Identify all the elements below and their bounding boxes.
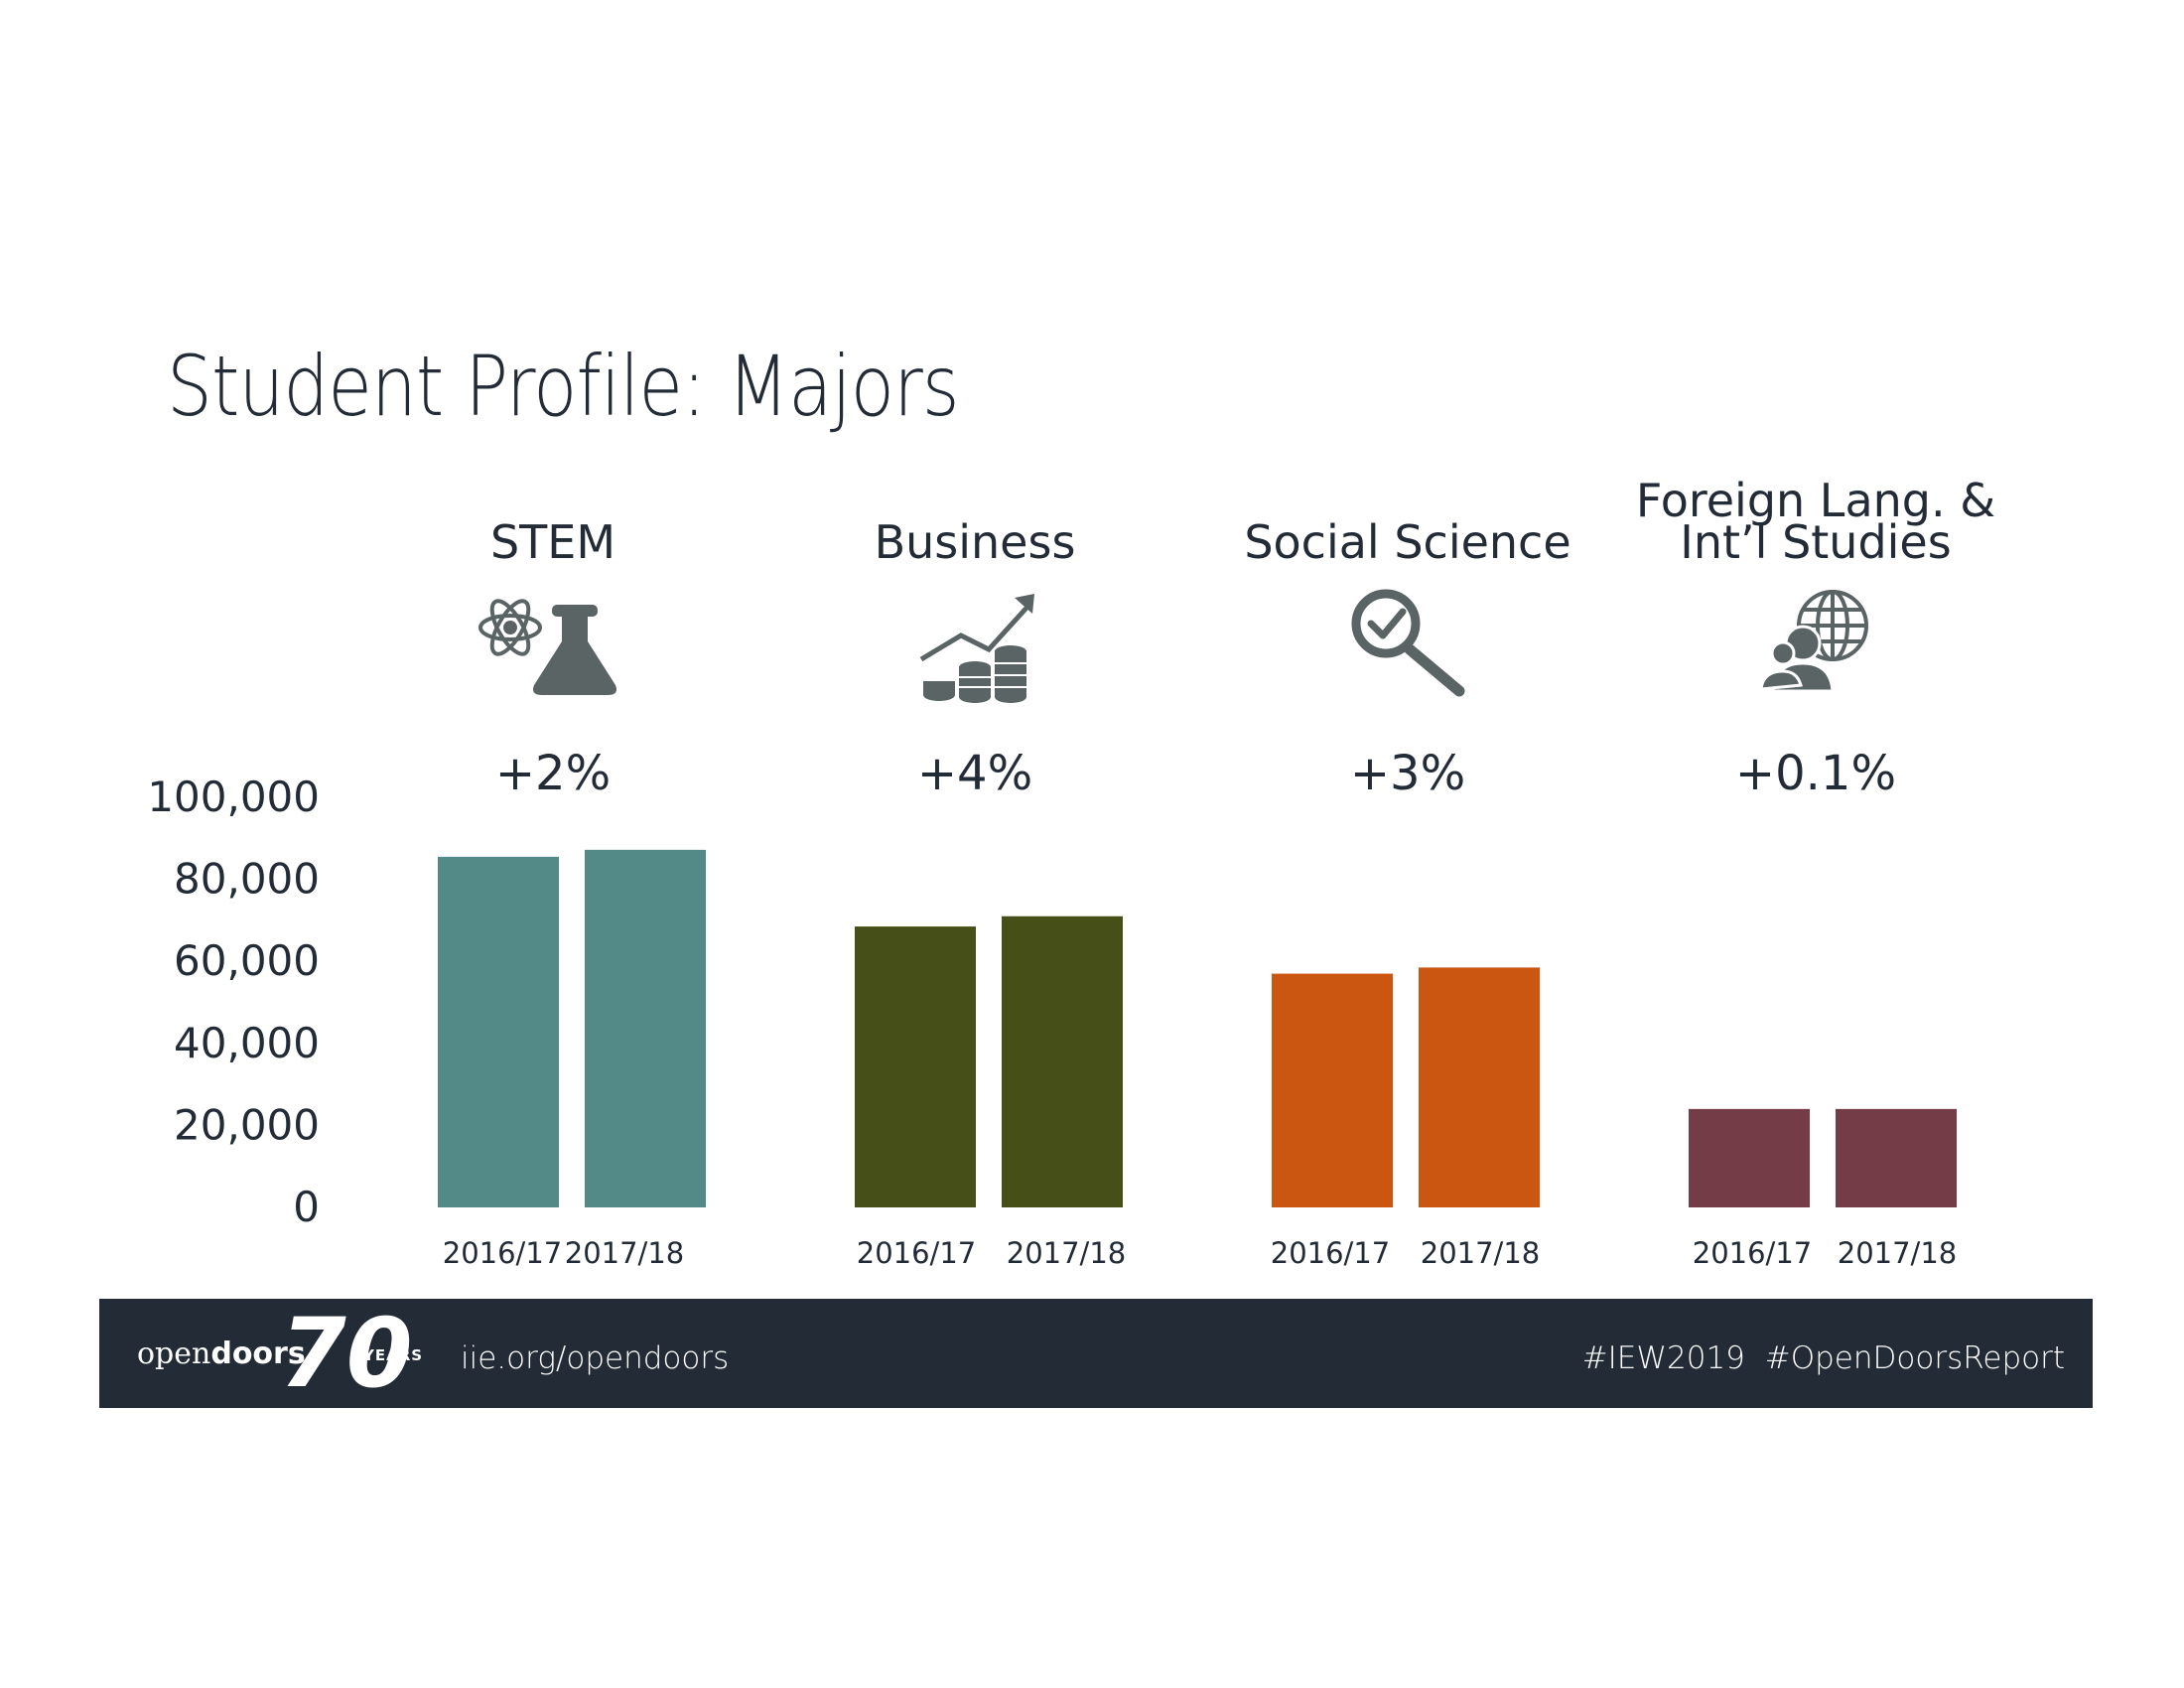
- bar: [1689, 1108, 1810, 1207]
- bar-group-3: Foreign Lang. &Int’l Studies +0.1% 2016/17…: [1636, 474, 1995, 1270]
- svg-text:70: 70: [280, 1309, 413, 1398]
- y-tick-label: 20,000: [174, 1100, 320, 1149]
- bar: [585, 849, 706, 1207]
- atom-flask-icon: [478, 599, 616, 695]
- change-label: +2%: [495, 746, 611, 801]
- x-tick-label: 2017/18: [1421, 1236, 1540, 1270]
- group-label: Foreign Lang. &: [1636, 474, 1995, 527]
- bar-group-0: STEM +2% 2016/17 2017/18: [438, 515, 706, 1270]
- group-label: STEM: [490, 515, 615, 569]
- y-tick-label: 100,000: [147, 773, 320, 821]
- globe-people-icon: [1759, 590, 1868, 693]
- y-axis: 100,000 80,000 60,000 40,000 20,000 0: [147, 773, 320, 1231]
- x-tick-label: 2016/17: [857, 1236, 976, 1270]
- bar: [1836, 1108, 1957, 1207]
- seventy-years-logo: 70 YEARS: [280, 1309, 423, 1398]
- change-label: +4%: [917, 746, 1032, 801]
- x-tick-label: 2016/17: [1693, 1236, 1812, 1270]
- group-label: Social Science: [1244, 515, 1570, 569]
- group-label: Business: [875, 515, 1076, 569]
- x-tick-label: 2016/17: [443, 1236, 562, 1270]
- bar: [1419, 967, 1540, 1207]
- y-tick-label: 40,000: [174, 1019, 320, 1067]
- bar: [855, 926, 976, 1207]
- group-label: Int’l Studies: [1680, 515, 1951, 569]
- svg-text:YEARS: YEARS: [362, 1346, 423, 1364]
- x-tick-label: 2017/18: [1838, 1236, 1957, 1270]
- bar: [1272, 973, 1393, 1207]
- chart-coins-icon: [919, 594, 1034, 703]
- footer-accent-line: [123, 1297, 441, 1299]
- majors-bar-chart: 100,000 80,000 60,000 40,000 20,000 0 STEM +2%…: [147, 474, 1995, 1270]
- bar-group-1: Business +4% 2016/17 2017/18: [855, 515, 1126, 1270]
- y-tick-label: 60,000: [174, 936, 320, 985]
- change-label: +3%: [1350, 746, 1465, 801]
- x-tick-label: 2016/17: [1271, 1236, 1390, 1270]
- bar: [438, 856, 559, 1207]
- magnifier-check-icon: [1351, 589, 1465, 697]
- footer-url-link[interactable]: iie.org/opendoors: [461, 1340, 730, 1376]
- x-tick-label: 2017/18: [1007, 1236, 1126, 1270]
- footer-bar: opendoors 70 YEARS iie.org/opendoors #IE…: [99, 1299, 2093, 1408]
- opendoors-logo: opendoors: [137, 1336, 306, 1371]
- x-tick-label: 2017/18: [565, 1236, 684, 1270]
- bar: [1002, 915, 1123, 1207]
- bar-group-2: Social Science +3% 2016/17 2017/18: [1244, 515, 1570, 1270]
- footer-hashtags: #IEW2019 #OpenDoorsReport: [1581, 1340, 2065, 1376]
- page-title: Student Profile: Majors: [167, 338, 960, 435]
- change-label: +0.1%: [1735, 746, 1896, 801]
- y-tick-label: 0: [293, 1183, 320, 1231]
- y-tick-label: 80,000: [174, 855, 320, 904]
